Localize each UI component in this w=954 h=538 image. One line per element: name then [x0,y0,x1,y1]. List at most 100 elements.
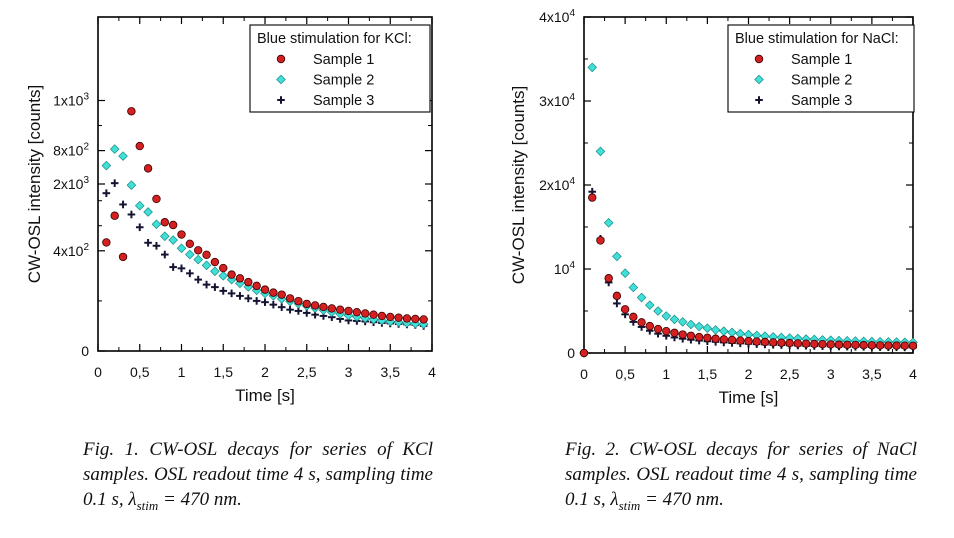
nacl-osl-chart: 0 0,5 1 1,5 2 2,5 3 3,5 4 0 104 2x104 3x104 4x104 Time… [509,8,918,407]
data-point [319,302,328,312]
series-1-points [102,107,428,324]
x-axis-label: Time [s] [719,388,779,407]
data-point [160,218,169,227]
data-point [612,251,622,262]
data-point [686,319,696,330]
y-tick-label: 2x104 [539,176,575,193]
x-tick-label: 1 [662,366,670,382]
figure-1-caption: Fig. 1. CW-OSL decays for series of KCl … [83,439,433,513]
y-axis-label: CW-OSL intensity [counts] [509,86,528,284]
x-tick-label: 4 [909,366,917,382]
data-point [109,144,120,154]
data-point [419,315,428,324]
legend-entry-label: Sample 2 [313,73,374,89]
y-tick-label: 4x102 [53,242,89,259]
x-tick-label: 3 [345,364,353,380]
data-point [385,316,396,327]
series-1-points [579,193,918,358]
data-point [160,231,170,242]
data-point [628,282,639,293]
data-point [193,246,203,255]
data-point [244,277,253,287]
data-point [908,341,918,350]
data-point [219,263,228,273]
x-tick-label: 0 [580,366,588,382]
data-point [102,189,111,197]
data-point [637,318,646,327]
data-point [235,278,245,289]
data-point [768,338,778,347]
y-tick-label: 1x103 [53,92,89,109]
y-tick-label: 8x102 [53,142,89,159]
data-point [143,207,153,217]
data-point [394,313,403,322]
data-point [335,305,345,314]
data-point [134,200,145,211]
data-point [702,323,713,334]
data-point [661,311,672,321]
data-point [210,266,220,277]
data-point [595,146,606,157]
data-point [185,249,195,260]
data-point [327,304,336,313]
data-point [760,337,770,347]
data-point [151,219,162,230]
legend-entry-label: Sample 1 [791,52,852,68]
data-point [694,321,704,332]
data-point [110,179,119,187]
data-point [176,243,187,254]
data-point [818,339,827,349]
data-point [201,260,212,271]
x-tick-label: 3,5 [862,366,882,382]
kcl-osl-chart: 0 0,5 1 1,5 2 2,5 3 3,5 4 0 4x102 8x102 1x103 2x103 Ti… [25,16,436,405]
data-point [227,270,236,279]
data-point [612,291,622,301]
data-point [236,292,244,300]
data-point [670,328,679,338]
data-point [843,340,852,349]
legend-title: Blue stimulation for NaCl: [735,31,899,47]
x-tick-label: 4 [428,364,436,380]
data-point [135,223,144,232]
data-point [859,340,868,350]
legend-marker-diamond [754,74,764,85]
data-point [752,337,761,346]
legend-title: Blue stimulation for KCl: [257,31,412,47]
data-point [102,238,111,247]
data-point [152,194,161,204]
data-point [875,341,885,350]
data-point [277,290,286,299]
legend-entry-label: Sample 1 [313,52,374,68]
legend: Blue stimulation for NaCl: Sample 1 Sample… [727,24,915,113]
series-2-points [101,144,429,329]
y-tick-label: 2x103 [53,175,89,192]
data-point [669,314,680,325]
data-point [604,274,613,283]
y-tick-label: 3x104 [539,92,575,109]
data-point [393,317,404,327]
data-point [653,324,663,334]
data-point [826,340,835,349]
data-point [110,211,119,220]
data-point [386,312,395,322]
data-point [243,282,254,292]
x-tick-label: 2,5 [780,366,800,382]
data-point [227,289,236,298]
data-point [285,294,295,303]
data-point [344,306,353,316]
data-point [135,141,144,151]
data-point [629,312,638,322]
data-point [677,317,688,327]
data-point [177,230,186,239]
data-point [636,292,647,303]
data-point [411,314,420,324]
legend-entry-label: Sample 3 [791,93,852,109]
data-point [834,340,844,349]
x-tick-label: 2 [745,366,753,382]
data-point [194,275,202,284]
data-point [793,339,803,348]
data-point [185,239,195,248]
legend-entry-label: Sample 2 [791,73,852,89]
data-point [377,311,387,321]
x-tick-label: 3 [827,366,835,382]
